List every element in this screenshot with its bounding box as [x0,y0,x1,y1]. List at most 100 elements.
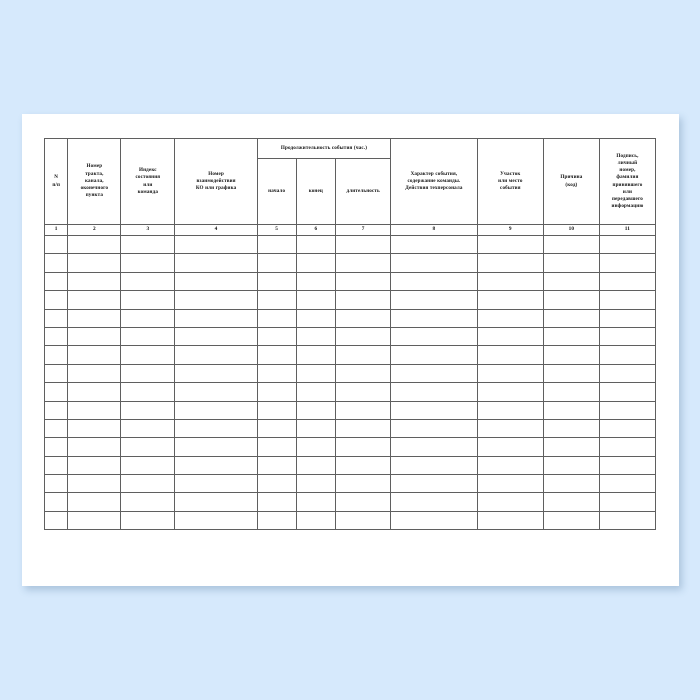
table-cell-empty[interactable] [598,382,657,402]
table-cell-empty[interactable] [67,510,122,531]
table-cell-empty[interactable] [256,345,297,365]
table-cell-empty[interactable] [335,492,392,512]
table-cell-empty[interactable] [335,234,392,255]
table-row[interactable] [43,271,657,292]
table-cell-empty[interactable] [335,326,392,347]
table-cell-empty[interactable] [174,290,258,310]
table-row[interactable] [43,382,657,402]
table-cell-empty[interactable] [120,345,176,365]
table-cell-empty[interactable] [476,253,544,273]
table-row[interactable] [43,290,657,310]
table-row[interactable] [43,437,657,457]
table-cell-empty[interactable] [120,290,176,310]
table-cell-empty[interactable] [542,510,600,531]
table-cell-empty[interactable] [476,455,544,476]
table-cell-empty[interactable] [256,437,297,457]
table-cell-empty[interactable] [476,326,544,347]
table-cell-empty[interactable] [476,492,544,512]
table-cell-empty[interactable] [174,418,258,439]
table-cell-empty[interactable] [335,363,392,384]
table-cell-empty[interactable] [476,290,544,310]
table-cell-empty[interactable] [43,253,69,273]
table-cell-empty[interactable] [335,455,392,476]
table-cell-empty[interactable] [120,455,176,476]
table-cell-empty[interactable] [67,326,122,347]
table-cell-empty[interactable] [542,290,600,310]
table-cell-empty[interactable] [598,363,657,384]
table-cell-empty[interactable] [476,418,544,439]
table-cell-empty[interactable] [390,234,478,255]
table-cell-empty[interactable] [598,400,657,420]
table-cell-empty[interactable] [43,510,69,531]
table-cell-empty[interactable] [390,363,478,384]
table-cell-empty[interactable] [542,253,600,273]
table-cell-empty[interactable] [174,345,258,365]
table-cell-empty[interactable] [335,253,392,273]
table-cell-empty[interactable] [390,326,478,347]
table-cell-empty[interactable] [256,474,297,494]
table-cell-empty[interactable] [390,308,478,328]
table-cell-empty[interactable] [43,418,69,439]
table-cell-empty[interactable] [120,510,176,531]
table-cell-empty[interactable] [598,492,657,512]
table-cell-empty[interactable] [335,382,392,402]
table-cell-empty[interactable] [598,345,657,365]
table-cell-empty[interactable] [120,492,176,512]
table-cell-empty[interactable] [542,492,600,512]
table-cell-empty[interactable] [67,382,122,402]
table-cell-empty[interactable] [598,253,657,273]
table-cell-empty[interactable] [390,474,478,494]
table-cell-empty[interactable] [295,290,337,310]
table-cell-empty[interactable] [67,234,122,255]
table-cell-empty[interactable] [67,492,122,512]
table-cell-empty[interactable] [335,474,392,494]
table-cell-empty[interactable] [43,234,69,255]
table-cell-empty[interactable] [542,400,600,420]
table-cell-empty[interactable] [542,271,600,292]
table-cell-empty[interactable] [43,492,69,512]
table-cell-empty[interactable] [542,382,600,402]
table-cell-empty[interactable] [43,400,69,420]
table-cell-empty[interactable] [476,345,544,365]
table-cell-empty[interactable] [295,492,337,512]
table-cell-empty[interactable] [295,400,337,420]
table-row[interactable] [43,510,657,531]
table-cell-empty[interactable] [67,474,122,494]
table-row[interactable] [43,234,657,255]
table-cell-empty[interactable] [295,437,337,457]
table-cell-empty[interactable] [542,345,600,365]
table-cell-empty[interactable] [295,418,337,439]
table-cell-empty[interactable] [174,308,258,328]
table-cell-empty[interactable] [174,326,258,347]
table-row[interactable] [43,326,657,347]
table-cell-empty[interactable] [542,363,600,384]
table-cell-empty[interactable] [335,400,392,420]
table-cell-empty[interactable] [295,271,337,292]
table-cell-empty[interactable] [120,271,176,292]
table-cell-empty[interactable] [43,363,69,384]
table-cell-empty[interactable] [256,308,297,328]
table-cell-empty[interactable] [120,363,176,384]
table-cell-empty[interactable] [256,492,297,512]
table-cell-empty[interactable] [174,271,258,292]
table-cell-empty[interactable] [174,400,258,420]
table-cell-empty[interactable] [476,382,544,402]
table-cell-empty[interactable] [67,271,122,292]
table-cell-empty[interactable] [43,271,69,292]
table-cell-empty[interactable] [67,345,122,365]
table-cell-empty[interactable] [120,382,176,402]
table-row[interactable] [43,400,657,420]
table-cell-empty[interactable] [174,253,258,273]
table-cell-empty[interactable] [598,271,657,292]
table-cell-empty[interactable] [120,437,176,457]
table-cell-empty[interactable] [67,418,122,439]
table-cell-empty[interactable] [390,492,478,512]
table-cell-empty[interactable] [67,253,122,273]
table-cell-empty[interactable] [476,474,544,494]
table-row[interactable] [43,363,657,384]
table-cell-empty[interactable] [295,510,337,531]
table-cell-empty[interactable] [598,474,657,494]
table-cell-empty[interactable] [295,253,337,273]
table-cell-empty[interactable] [43,326,69,347]
table-cell-empty[interactable] [67,455,122,476]
